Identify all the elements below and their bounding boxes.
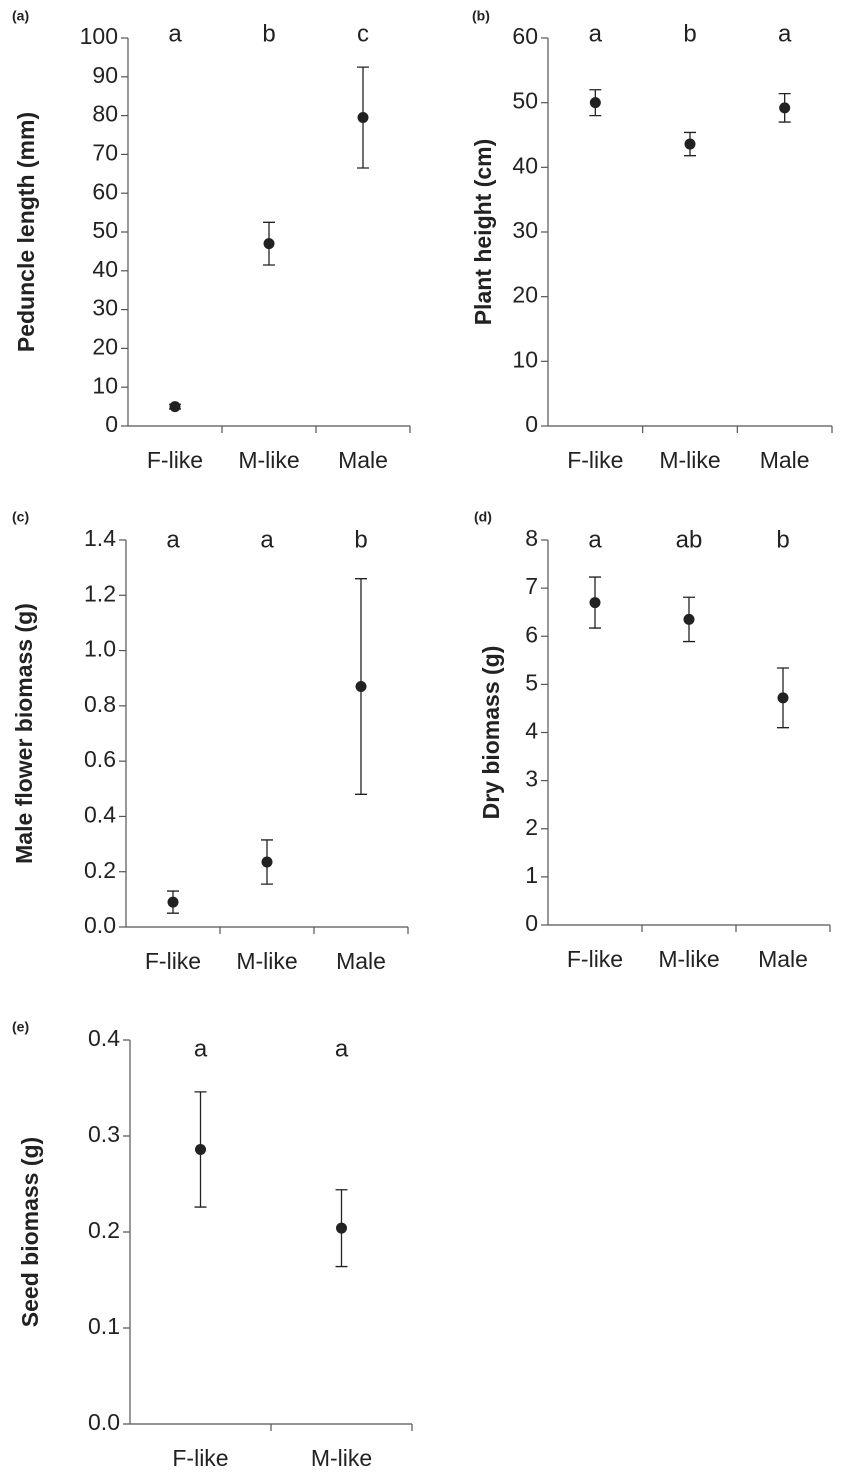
x-tick-label: Male	[758, 946, 808, 972]
y-tick-label: 1.4	[84, 525, 116, 551]
y-tick-label: 0.0	[88, 1409, 120, 1435]
x-tick-label: M-like	[236, 948, 297, 974]
data-point	[261, 856, 273, 868]
y-axis-title: Peduncle length (mm)	[13, 112, 39, 352]
y-tick-label: 60	[92, 178, 118, 204]
significance-letter: a	[778, 20, 792, 47]
y-tick-label: 20	[512, 282, 538, 308]
panel-label: (b)	[472, 8, 490, 24]
y-tick-label: 0.2	[84, 857, 116, 883]
y-tick-label: 8	[525, 525, 538, 551]
significance-letter: b	[776, 526, 789, 553]
data-point	[683, 613, 695, 625]
data-point	[169, 401, 181, 413]
y-tick-label: 0.4	[84, 802, 116, 828]
panel-label: (e)	[12, 1019, 29, 1035]
y-tick-label: 10	[512, 346, 538, 372]
y-tick-label: 40	[512, 152, 538, 178]
data-point	[779, 102, 791, 114]
y-tick-label: 20	[92, 333, 118, 359]
significance-letter: b	[354, 526, 367, 553]
data-point	[777, 692, 789, 704]
data-point	[355, 681, 367, 693]
data-point	[684, 138, 696, 150]
y-tick-label: 5	[525, 669, 538, 695]
y-tick-label: 2	[525, 814, 538, 840]
significance-letter: a	[588, 526, 602, 553]
y-axis-title: Plant height (cm)	[470, 139, 496, 326]
x-tick-label: M-like	[238, 447, 299, 473]
y-axis-title: Male flower biomass (g)	[11, 603, 37, 864]
x-tick-label: Male	[338, 447, 388, 473]
y-tick-label: 0	[525, 910, 538, 936]
y-tick-label: 1.0	[84, 636, 116, 662]
panel-label: (a)	[12, 8, 29, 24]
y-tick-label: 30	[92, 295, 118, 321]
data-point	[589, 597, 601, 609]
x-tick-label: F-like	[145, 948, 201, 974]
y-tick-label: 70	[92, 139, 118, 165]
y-tick-label: 7	[525, 573, 538, 599]
y-tick-label: 0.1	[88, 1313, 120, 1339]
y-tick-label: 80	[92, 101, 118, 127]
data-point	[589, 97, 601, 109]
data-point	[263, 238, 275, 250]
x-tick-label: M-like	[311, 1445, 372, 1471]
x-tick-label: Male	[760, 447, 810, 473]
data-point	[336, 1222, 347, 1234]
y-tick-label: 1	[525, 862, 538, 888]
y-tick-label: 40	[92, 256, 118, 282]
y-tick-label: 0	[105, 411, 118, 437]
panel-label: (c)	[12, 509, 29, 525]
y-tick-label: 50	[512, 88, 538, 114]
y-tick-label: 0	[525, 411, 538, 437]
y-tick-label: 90	[92, 62, 118, 88]
significance-letter: b	[683, 20, 696, 47]
data-point	[167, 896, 179, 908]
x-tick-label: Male	[336, 948, 386, 974]
y-tick-label: 30	[512, 217, 538, 243]
y-tick-label: 0.0	[84, 912, 116, 938]
x-tick-label: F-like	[567, 946, 623, 972]
significance-letter: a	[194, 1035, 208, 1062]
x-tick-label: F-like	[147, 447, 203, 473]
y-tick-label: 6	[525, 621, 538, 647]
significance-letter: a	[166, 526, 180, 553]
data-point	[357, 112, 369, 124]
y-tick-label: 0.8	[84, 691, 116, 717]
y-tick-label: 10	[92, 372, 118, 398]
significance-letter: c	[357, 20, 369, 47]
y-tick-label: 0.6	[84, 746, 116, 772]
x-tick-label: M-like	[659, 447, 720, 473]
significance-letter: a	[260, 526, 274, 553]
y-tick-label: 0.3	[88, 1121, 120, 1147]
data-point	[195, 1143, 206, 1155]
y-tick-label: 1.2	[84, 580, 116, 606]
y-tick-label: 3	[525, 766, 538, 792]
y-tick-label: 0.2	[88, 1217, 120, 1243]
y-axis-title: Seed biomass (g)	[17, 1137, 43, 1327]
significance-letter: a	[335, 1035, 349, 1062]
significance-letter: a	[589, 20, 603, 47]
panel-label: (d)	[474, 509, 492, 525]
significance-letter: a	[168, 20, 182, 47]
y-axis-title: Dry biomass (g)	[478, 646, 504, 820]
x-tick-label: F-like	[172, 1445, 228, 1471]
significance-letter: b	[262, 20, 275, 47]
y-tick-label: 0.4	[88, 1025, 120, 1051]
y-tick-label: 60	[512, 23, 538, 49]
y-tick-label: 50	[92, 217, 118, 243]
significance-letter: ab	[676, 526, 703, 553]
x-tick-label: F-like	[567, 447, 623, 473]
y-tick-label: 4	[525, 718, 538, 744]
y-tick-label: 100	[80, 23, 118, 49]
x-tick-label: M-like	[658, 946, 719, 972]
